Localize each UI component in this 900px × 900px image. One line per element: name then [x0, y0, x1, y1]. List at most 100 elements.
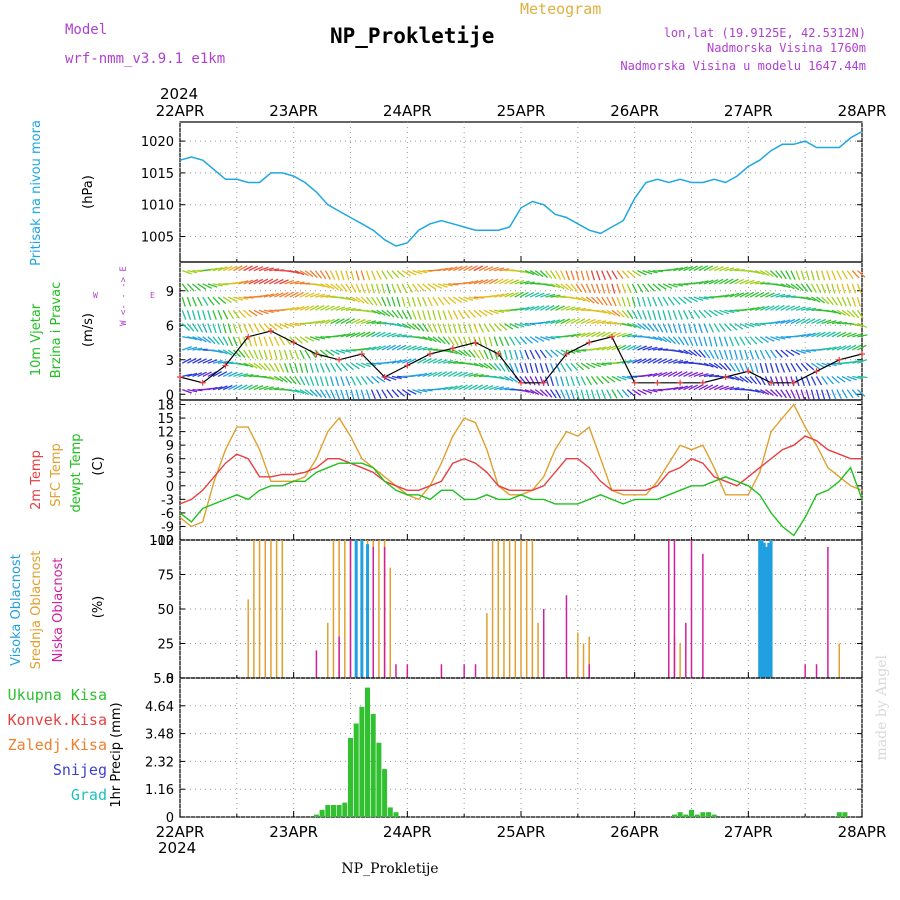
wind-barb: [386, 309, 395, 318]
wind-barb: [488, 385, 499, 391]
wind-barb: [268, 349, 273, 360]
wind-barb: [857, 375, 868, 379]
wind-barb: [427, 283, 437, 290]
wind-barb: [448, 385, 458, 391]
y-tick-label: -9: [161, 520, 174, 535]
wind-barb: [677, 323, 682, 334]
wind-barb: [806, 349, 817, 352]
wind-barb: [227, 323, 232, 334]
wind-barb: [621, 389, 630, 398]
wind-barb: [585, 389, 590, 400]
wind-barb: [422, 336, 433, 342]
wind-barb: [667, 296, 675, 306]
wind-barb: [652, 389, 663, 392]
wind-barb: [780, 270, 787, 280]
wind-barb: [765, 389, 774, 397]
wind-barb: [381, 332, 392, 338]
wind-barb: [212, 283, 223, 287]
wind-barb: [191, 296, 197, 307]
wind-barb: [667, 371, 678, 377]
wind-barb: [555, 295, 566, 298]
wind-barb: [534, 389, 544, 397]
wind-barb: [729, 362, 736, 372]
wind-barb: [734, 349, 739, 360]
wind-barb: [652, 323, 660, 333]
wind-barb: [759, 389, 770, 396]
wind-barb: [770, 389, 779, 397]
wind-barb: [836, 321, 848, 325]
wind-barb: [406, 283, 414, 293]
wind-barb: [754, 291, 765, 298]
y-tick-label: 9: [166, 439, 174, 454]
wind-barb: [595, 270, 601, 281]
wind-barb: [457, 309, 465, 320]
wind-barb: [790, 283, 800, 291]
wind-barb: [718, 362, 728, 371]
wind-barb: [729, 278, 739, 285]
date-label-bottom: 25APR: [497, 823, 546, 841]
wind-barb: [780, 305, 790, 311]
wind-barb: [708, 336, 713, 347]
wind-barb: [652, 357, 663, 364]
wind-barb: [340, 362, 349, 372]
wind-barb: [529, 349, 536, 360]
wind-barb: [345, 349, 356, 352]
wind-barb: [207, 386, 218, 391]
cloud-ylabel-1: Visoka Oblacnost: [9, 554, 24, 666]
wind-barb: [785, 376, 790, 387]
wind-barb: [800, 333, 811, 338]
wind-barb: [299, 349, 305, 360]
wind-barb: [668, 267, 679, 272]
wind-gust-marker: [699, 379, 706, 386]
wind-gust-marker: [381, 374, 388, 380]
wind-barb: [642, 310, 647, 320]
precip-bar: [342, 802, 348, 817]
wind-barb: [396, 389, 406, 397]
wind-barb: [232, 349, 242, 358]
precip-bar: [700, 812, 706, 817]
wind-barb: [442, 359, 453, 364]
wind-panel: 0 3 6 9: [166, 261, 868, 403]
wind-barb: [529, 363, 534, 373]
wind-barb: [294, 389, 305, 395]
wind-barb: [514, 291, 524, 298]
wind-barb: [795, 362, 803, 372]
wind-barb: [432, 358, 443, 364]
station-title: NP_Prokletije: [330, 24, 494, 48]
wind-barb: [335, 362, 343, 372]
wind-barb: [371, 362, 382, 365]
wind-barb: [718, 323, 726, 332]
wind-barb: [841, 344, 852, 351]
wind-barb: [192, 389, 203, 392]
wind-barb: [473, 265, 484, 272]
wind-barb: [488, 336, 493, 347]
wind-barb: [724, 386, 735, 391]
wind-barb: [811, 318, 821, 325]
wind-barb: [437, 310, 442, 321]
y-tick-label: 3: [166, 466, 174, 481]
wind-gust-marker: [177, 374, 183, 380]
wind-barb: [309, 376, 315, 387]
wind-barb: [560, 318, 570, 325]
wind-barb: [549, 376, 555, 387]
wind-barb: [253, 336, 258, 347]
wind-barb: [263, 278, 274, 285]
wind-barb: [519, 280, 530, 285]
wind-barb: [468, 373, 479, 378]
wind-barb: [851, 389, 860, 398]
wind-barb: [616, 332, 627, 338]
wind-barb: [673, 371, 683, 377]
wind-barb: [601, 309, 612, 315]
wind-barb: [396, 296, 401, 307]
wind-barb: [268, 362, 276, 372]
wind-barb: [310, 320, 321, 325]
wind-barb: [626, 389, 636, 397]
wind-barb: [657, 283, 667, 290]
wind-barb: [826, 389, 831, 400]
wind-barb: [698, 265, 709, 272]
wind-barb: [483, 323, 490, 333]
wind-barb: [790, 318, 801, 325]
wind-barb: [713, 349, 719, 360]
dewpoint-line: [179, 462, 863, 537]
date-label-bottom: 22APR: [156, 823, 205, 841]
